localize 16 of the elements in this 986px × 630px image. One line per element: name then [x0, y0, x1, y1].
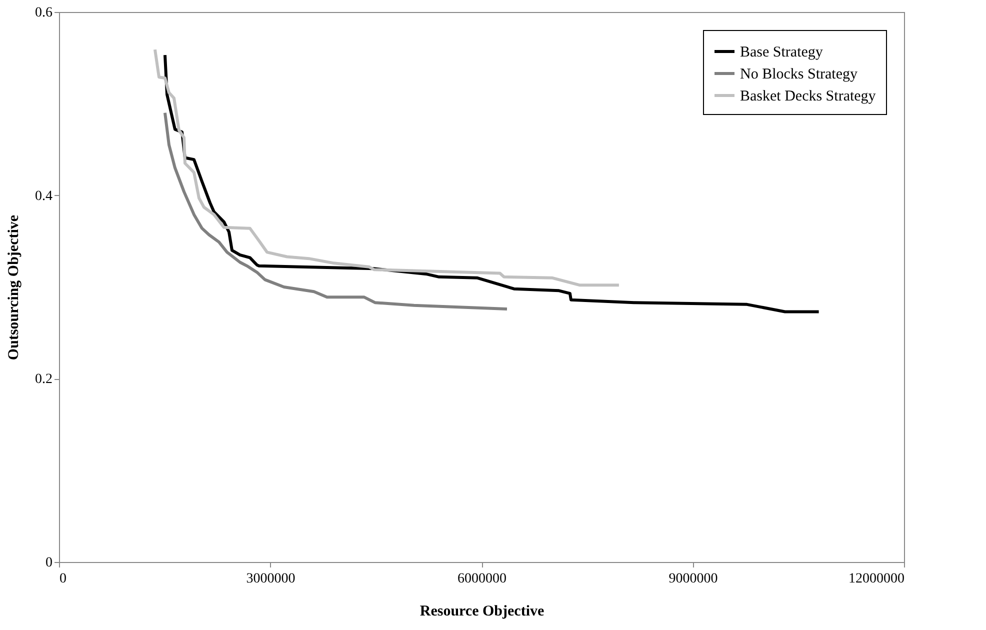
y-tick-label: 0.4: [35, 188, 52, 204]
y-tick-label: 0.2: [35, 372, 52, 388]
legend-label: Basket Decks Strategy: [740, 88, 876, 104]
y-tick-label: 0: [46, 556, 52, 570]
y-axis-title: Outsourcing Objective: [6, 214, 22, 360]
x-tick-label: 6000000: [458, 572, 506, 586]
x-axis-title: Resource Objective: [420, 604, 544, 620]
x-tick-label: 3000000: [246, 572, 296, 586]
y-tick-label: 0.6: [35, 6, 52, 20]
x-tick-label: 9000000: [668, 572, 718, 586]
legend-label: No Blocks Strategy: [740, 66, 858, 82]
line-series: [153, 48, 620, 287]
x-tick-label: 0: [60, 572, 66, 586]
x-tick-label: 12000000: [848, 572, 904, 586]
line-series: [163, 111, 508, 310]
legend-label: Base Strategy: [740, 44, 824, 60]
